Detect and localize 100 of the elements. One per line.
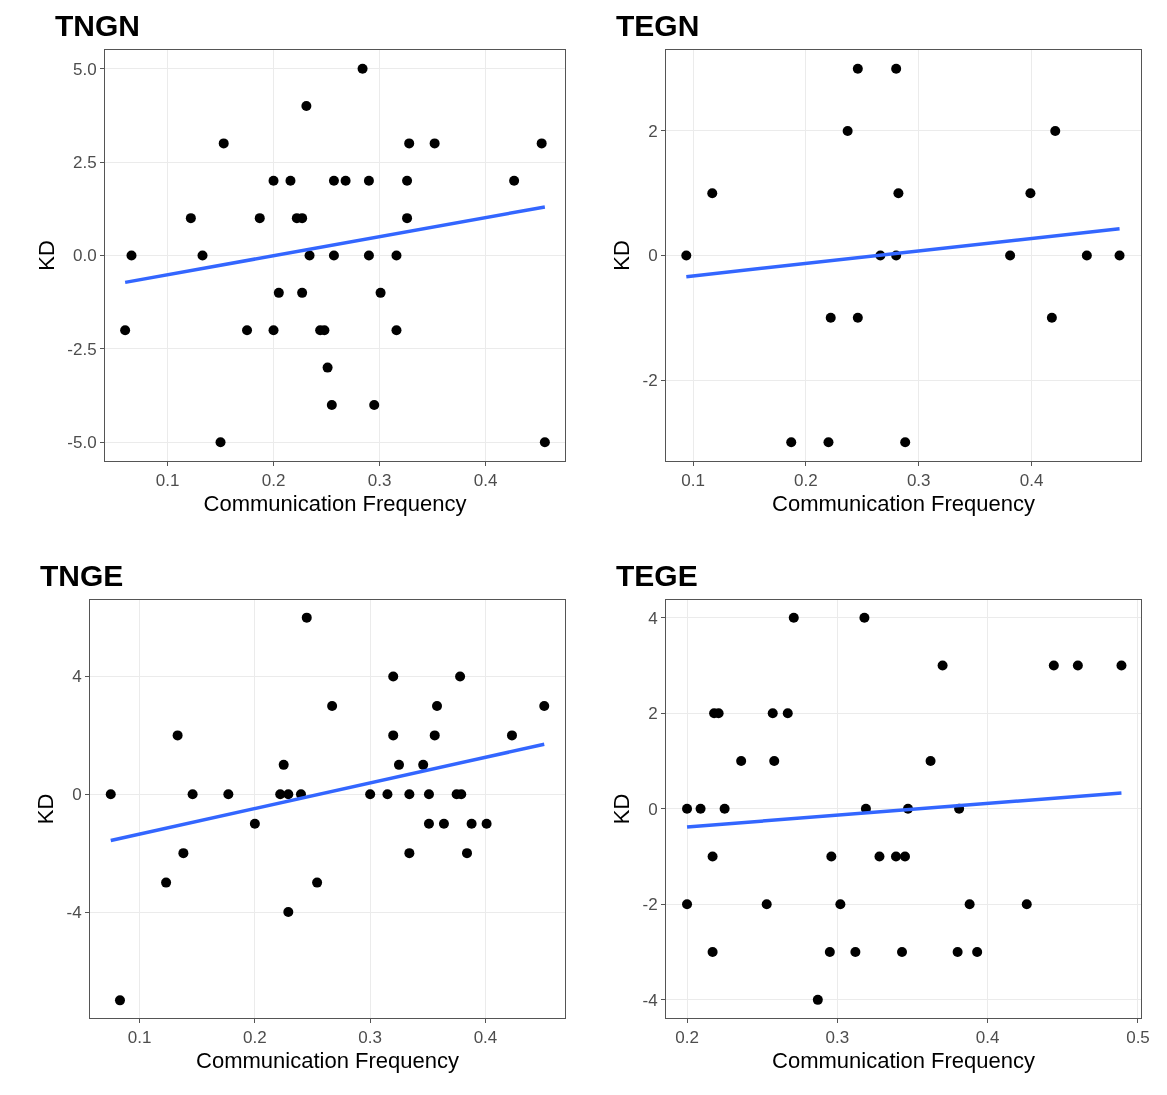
x-tick-label: 0.3: [367, 471, 392, 491]
point: [850, 947, 861, 958]
chart-title: TEGE: [616, 559, 698, 592]
point: [1021, 899, 1032, 910]
chart-title: TNGN: [55, 9, 140, 42]
point: [391, 250, 402, 261]
point: [859, 612, 870, 623]
point: [114, 995, 125, 1006]
point: [890, 851, 901, 862]
point: [369, 399, 380, 410]
point: [539, 700, 550, 711]
y-tick-label: 0.0: [72, 246, 97, 266]
point: [297, 287, 308, 298]
point: [185, 213, 196, 224]
point: [506, 730, 517, 741]
point: [328, 175, 339, 186]
y-tick-label: -2: [642, 371, 658, 390]
y-tick-label: 0: [648, 246, 658, 266]
point: [466, 818, 477, 829]
y-axis-title: KD: [33, 793, 59, 825]
point: [273, 287, 284, 298]
point: [120, 325, 131, 336]
point: [268, 175, 279, 186]
point: [1005, 250, 1016, 261]
point: [304, 250, 315, 261]
chart-title: TNGE: [40, 559, 124, 592]
point: [972, 947, 983, 958]
y-tick-label: -2.5: [67, 339, 97, 359]
point: [891, 63, 902, 74]
point: [964, 899, 975, 910]
y-tick-label: -4: [66, 902, 82, 922]
x-tick-label: 0.4: [473, 1028, 498, 1048]
point: [874, 851, 885, 862]
point: [249, 818, 260, 829]
x-axis-title: Communication Frequency: [196, 1048, 459, 1074]
point: [782, 708, 793, 719]
point: [363, 250, 374, 261]
point: [1072, 660, 1083, 671]
point: [404, 789, 415, 800]
point: [1025, 188, 1036, 199]
y-tick-label: 2: [648, 121, 658, 141]
point: [283, 789, 294, 800]
point: [187, 789, 198, 800]
point: [842, 125, 853, 136]
point: [707, 851, 718, 862]
y-axis-title: KD: [609, 793, 635, 825]
point: [301, 101, 312, 112]
point: [769, 755, 780, 766]
point: [223, 789, 234, 800]
point: [1048, 660, 1059, 671]
point: [893, 188, 904, 199]
point: [707, 947, 718, 958]
point: [254, 213, 265, 224]
point: [322, 362, 333, 373]
point: [897, 947, 907, 958]
point: [423, 818, 434, 829]
point: [357, 63, 368, 74]
x-tick-label: 0.4: [975, 1028, 1000, 1048]
point: [786, 437, 797, 448]
y-tick-label: 2.5: [72, 153, 97, 173]
point: [327, 700, 338, 711]
point: [695, 803, 706, 814]
point: [301, 612, 312, 623]
point: [429, 730, 440, 741]
point: [402, 175, 413, 186]
point: [681, 250, 692, 261]
point: [1116, 660, 1127, 671]
point: [835, 899, 846, 910]
x-tick-label: 0.1: [127, 1028, 152, 1048]
point: [404, 848, 415, 859]
point: [719, 803, 730, 814]
point: [285, 175, 296, 186]
point: [767, 708, 778, 719]
y-tick-label: 2: [648, 704, 658, 724]
point: [937, 660, 948, 671]
y-tick-label: 0: [72, 785, 82, 805]
x-tick-label: 0.3: [825, 1028, 850, 1048]
y-tick-label: 5.0: [72, 59, 97, 79]
x-tick-label: 0.4: [473, 471, 498, 491]
point: [382, 789, 393, 800]
x-axis-title: Communication Frequency: [772, 1048, 1035, 1074]
point: [218, 138, 229, 149]
point: [455, 671, 466, 682]
y-tick-label: 4: [648, 608, 658, 628]
point: [388, 730, 399, 741]
point: [736, 755, 747, 766]
point: [375, 287, 386, 298]
point: [826, 851, 837, 862]
point: [823, 437, 834, 448]
x-tick-label: 0.4: [1019, 471, 1044, 491]
y-tick-label: -5.0: [67, 433, 97, 453]
chart-title: TEGN: [616, 9, 700, 42]
point: [215, 437, 226, 448]
point: [1114, 250, 1125, 261]
point: [402, 213, 413, 224]
x-tick-label: 0.1: [681, 471, 705, 491]
point: [1050, 125, 1061, 136]
point: [328, 250, 339, 261]
x-tick-label: 0.2: [243, 1028, 267, 1048]
y-tick-label: 4: [72, 667, 82, 687]
